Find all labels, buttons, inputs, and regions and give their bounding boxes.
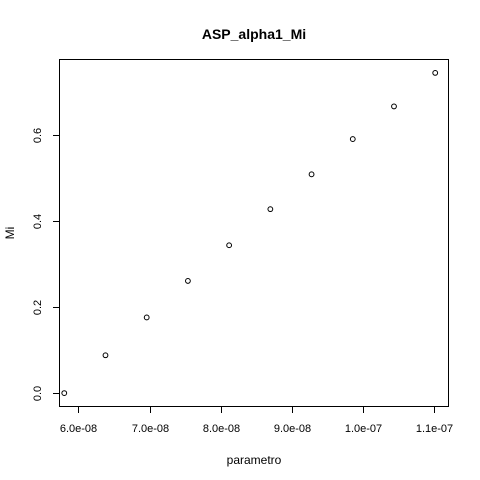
x-tick-label: 1.1e-07 xyxy=(416,423,453,435)
data-point xyxy=(391,103,397,110)
data-point xyxy=(185,278,191,284)
data-point xyxy=(143,314,150,321)
x-tick-label: 9.0e-08 xyxy=(274,423,311,435)
data-point xyxy=(349,136,356,142)
y-tick-label: 0.0 xyxy=(32,386,44,401)
data-points xyxy=(61,69,439,397)
x-tick-label: 8.0e-08 xyxy=(203,423,240,435)
x-tick-label: 1.0e-07 xyxy=(345,423,382,435)
data-point xyxy=(432,69,439,76)
x-axis: 6.0e-08 7.0e-08 8.0e-08 9.0e-08 1.0e-07 1.1e-… xyxy=(60,406,453,435)
y-tick-label: 0.6 xyxy=(32,128,44,143)
x-tick-label: 7.0e-08 xyxy=(132,423,169,435)
data-point xyxy=(61,390,68,397)
data-point xyxy=(308,171,315,178)
data-point xyxy=(102,352,109,359)
x-tick-label: 6.0e-08 xyxy=(60,423,97,435)
plot-frame xyxy=(59,59,449,407)
x-axis-label: parametro xyxy=(227,453,282,467)
chart-title: ASP_alpha1_Mi xyxy=(202,26,306,42)
y-axis-label: Mi xyxy=(3,227,17,240)
y-tick-label: 0.4 xyxy=(32,214,44,229)
y-axis: 0.0 0.2 0.4 0.6 xyxy=(32,128,60,401)
y-tick-label: 0.2 xyxy=(32,300,44,315)
data-point xyxy=(226,242,233,249)
data-point xyxy=(267,206,274,213)
